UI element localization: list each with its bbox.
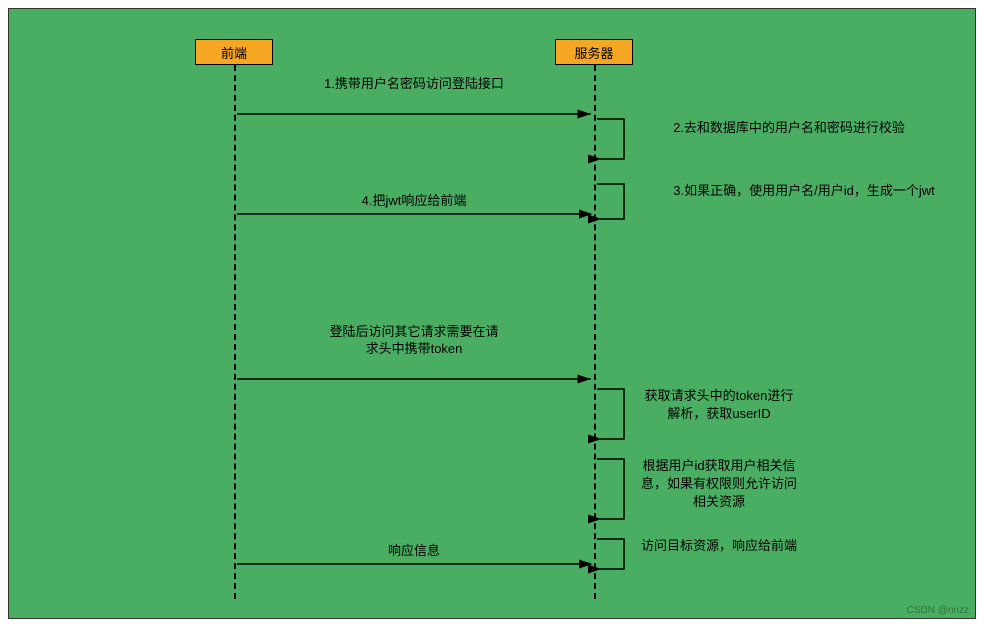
side-label-3: 3.如果正确，使用用户名/用户id，生成一个jwt — [639, 182, 969, 200]
diagram-svg — [9, 9, 977, 620]
side-label-token: 获取请求头中的token进行解析，获取userID — [639, 387, 799, 423]
participant-frontend: 前端 — [195, 39, 273, 65]
side-label-perm: 根据用户id获取用户相关信息，如果有权限则允许访问相关资源 — [639, 457, 799, 512]
side-label-access: 访问目标资源，响应给前端 — [639, 537, 799, 555]
lifeline-server — [594, 65, 596, 599]
sequence-diagram-canvas: 前端 服务器 1.携带用户名密码访问登陆接口 4.把jwt响应给前端 登陆后访问… — [8, 8, 976, 619]
participant-frontend-label: 前端 — [221, 43, 247, 62]
msg-label-login-after: 登陆后访问其它请求需要在请求头中携带token — [324, 324, 504, 358]
msg-label-1: 1.携带用户名密码访问登陆接口 — [324, 76, 504, 93]
side-label-2: 2.去和数据库中的用户名和密码进行校验 — [639, 119, 939, 137]
msg-label-4: 4.把jwt响应给前端 — [324, 193, 504, 210]
watermark-text: CSDN @nnzz — [907, 605, 969, 616]
participant-server-label: 服务器 — [574, 43, 613, 62]
msg-label-response: 响应信息 — [324, 543, 504, 560]
lifeline-frontend — [234, 65, 236, 599]
participant-server: 服务器 — [555, 39, 633, 65]
